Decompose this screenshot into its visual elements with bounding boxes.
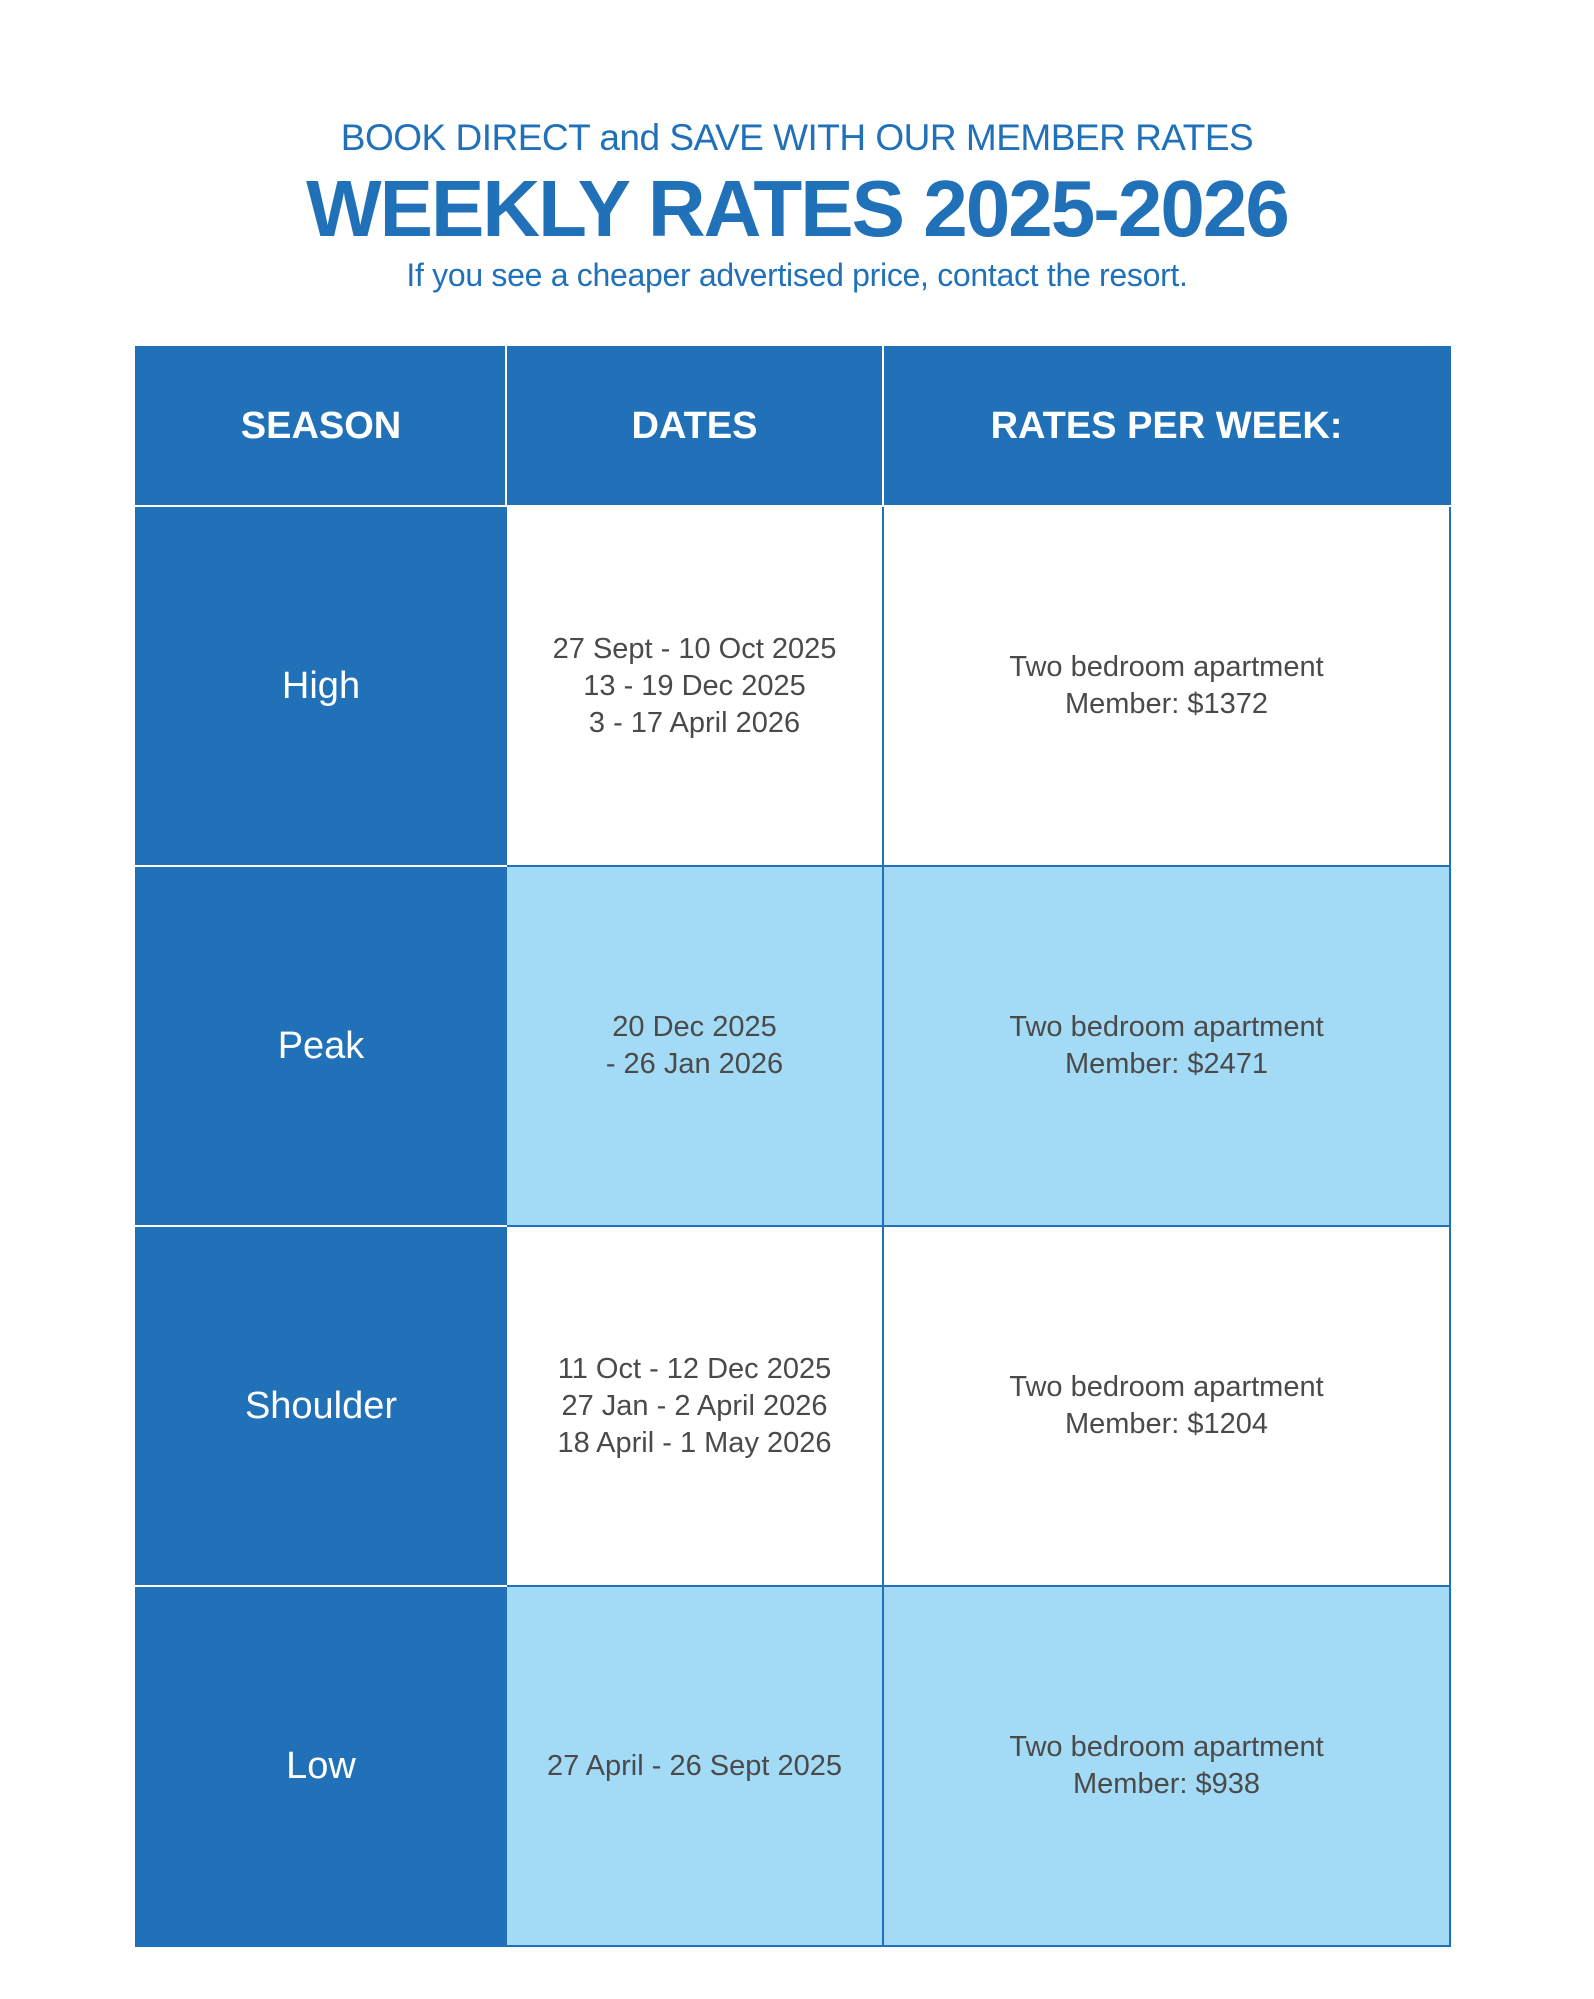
rate-type: Two bedroom apartment: [1009, 1011, 1324, 1043]
dates-cell: 27 April - 26 Sept 2025: [505, 1585, 884, 1947]
date-range: 3 - 17 April 2026: [588, 706, 801, 739]
season-cell: Low: [135, 1585, 507, 1947]
table-row-high: High 27 Sept - 10 Oct 2025 13 - 19 Dec 2…: [135, 505, 1451, 867]
date-range: 20 Dec 2025: [612, 1011, 777, 1043]
member-rate: Member: $1204: [1064, 1408, 1269, 1440]
date-range: 13 - 19 Dec 2025: [583, 669, 806, 702]
rate-cell: Two bedroom apartment Member: $1204: [882, 1225, 1451, 1587]
rate-type: Two bedroom apartment: [1009, 1731, 1324, 1763]
season-cell: Peak: [135, 865, 507, 1227]
date-range: 11 Oct - 12 Dec 2025: [557, 1352, 832, 1385]
dates-cell: 20 Dec 2025 - 26 Jan 2026: [505, 865, 884, 1227]
member-rate: Member: $938: [1073, 1768, 1260, 1800]
member-rate: Member: $2471: [1064, 1048, 1269, 1080]
page-subtitle: If you see a cheaper advertised price, c…: [406, 257, 1188, 293]
rate-cell: Two bedroom apartment Member: $938: [882, 1585, 1451, 1947]
season-cell: High: [135, 505, 507, 867]
date-range: 27 April - 26 Sept 2025: [546, 1749, 843, 1782]
season-cell: Shoulder: [135, 1225, 507, 1587]
rate-type: Two bedroom apartment: [1009, 651, 1324, 683]
promo-eyebrow: BOOK DIRECT and SAVE WITH OUR MEMBER RAT…: [340, 117, 1254, 158]
column-header-dates: DATES: [505, 346, 884, 507]
column-header-rates: RATES PER WEEK:: [882, 346, 1451, 507]
dates-cell: 11 Oct - 12 Dec 2025 27 Jan - 2 April 20…: [505, 1225, 884, 1587]
rate-cell: Two bedroom apartment Member: $1372: [882, 505, 1451, 867]
rate-cell: Two bedroom apartment Member: $2471: [882, 865, 1451, 1227]
date-range: 27 Sept - 10 Oct 2025: [552, 632, 837, 665]
dates-cell: 27 Sept - 10 Oct 2025 13 - 19 Dec 2025 3…: [505, 505, 884, 867]
date-range: 18 April - 1 May 2026: [557, 1426, 832, 1459]
rate-type: Two bedroom apartment: [1009, 1371, 1324, 1403]
date-range: 27 Jan - 2 April 2026: [561, 1389, 828, 1422]
table-row-low: Low 27 April - 26 Sept 2025 Two bedroom …: [135, 1585, 1451, 1947]
table-header-row: SEASON DATES RATES PER WEEK:: [135, 346, 1451, 507]
weekly-rates-table: SEASON DATES RATES PER WEEK: High 27 Sep…: [135, 346, 1451, 1947]
table-row-shoulder: Shoulder 11 Oct - 12 Dec 2025 27 Jan - 2…: [135, 1225, 1451, 1587]
date-range: - 26 Jan 2026: [605, 1048, 784, 1080]
column-header-season: SEASON: [135, 346, 507, 507]
page-title: WEEKLY RATES 2025-2026: [306, 164, 1290, 253]
member-rate: Member: $1372: [1064, 688, 1269, 720]
table-row-peak: Peak 20 Dec 2025 - 26 Jan 2026 Two bedro…: [135, 865, 1451, 1227]
